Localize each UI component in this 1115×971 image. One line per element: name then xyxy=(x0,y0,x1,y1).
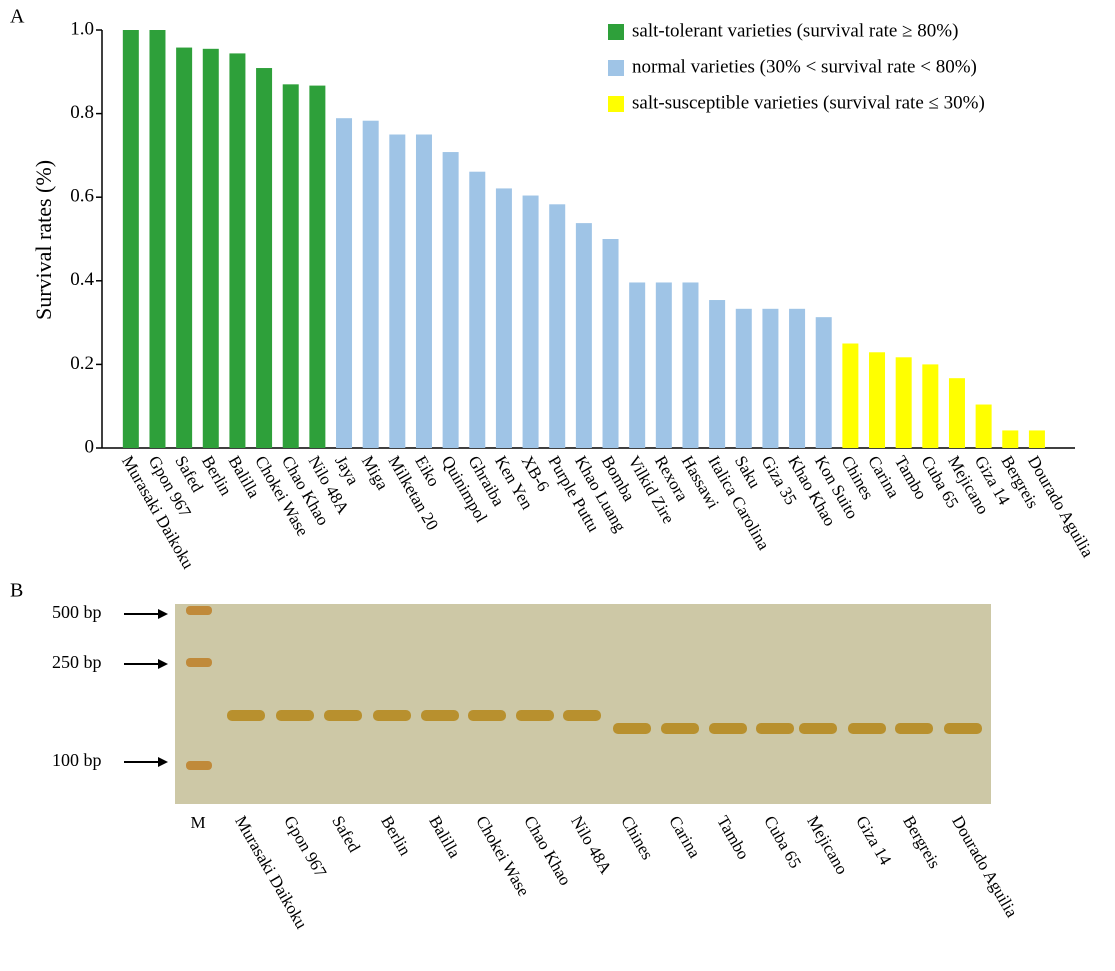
lane-label: Tambo xyxy=(713,812,753,862)
band xyxy=(799,723,837,734)
bar xyxy=(922,364,938,448)
lane-label: Nilo 48A xyxy=(567,812,616,877)
bar xyxy=(123,30,139,448)
ladder-band xyxy=(186,606,212,615)
bar xyxy=(363,121,379,448)
band xyxy=(613,723,651,734)
band xyxy=(756,723,794,734)
y-tick-label: 0.8 xyxy=(70,102,94,123)
panel-label: A xyxy=(10,6,25,28)
bar xyxy=(149,30,165,448)
figure: A B Survival rates (%) 0 0.2 0.4 0.6 0.8 1.0 M… xyxy=(0,0,1115,971)
bar xyxy=(203,49,219,448)
y-tick-label: 1.0 xyxy=(70,18,94,39)
lane-label: Gpon 967 xyxy=(280,812,330,880)
bar xyxy=(789,309,805,448)
panel-label: B xyxy=(10,580,23,602)
band xyxy=(276,710,314,721)
bar xyxy=(523,196,539,448)
y-tick-label: 0.2 xyxy=(70,353,94,374)
bar xyxy=(389,135,405,449)
x-tick-label: Miga xyxy=(358,452,393,493)
band xyxy=(848,723,886,734)
lane-label: Bergreis xyxy=(899,812,944,871)
band xyxy=(227,710,265,721)
bar xyxy=(176,48,192,448)
bar xyxy=(549,204,565,448)
lane-label: Mejicano xyxy=(803,812,852,877)
marker-label: 100 bp xyxy=(52,750,102,770)
lane-label: Chao Khao xyxy=(520,812,575,888)
lane-label: Dourado Aguilia xyxy=(948,812,1022,920)
bar xyxy=(309,86,325,448)
band xyxy=(895,723,933,734)
arrow-head xyxy=(158,609,168,619)
band xyxy=(563,710,601,721)
bar xyxy=(603,239,619,448)
y-tick-label: 0 xyxy=(85,436,95,457)
y-axis-label: Survival rates (%) xyxy=(31,160,56,320)
marker-label: 250 bp xyxy=(52,652,102,672)
arrow-head xyxy=(158,659,168,669)
band xyxy=(373,710,411,721)
band xyxy=(944,723,982,734)
bar xyxy=(762,309,778,448)
legend-label: salt-susceptible varieties (survival rat… xyxy=(632,92,985,113)
legend-swatch xyxy=(608,96,624,112)
legend-label: salt-tolerant varieties (survival rate ≥… xyxy=(632,20,958,41)
band xyxy=(468,710,506,721)
bar xyxy=(443,152,459,448)
band xyxy=(661,723,699,734)
lane-label: Balilla xyxy=(425,812,464,861)
bar xyxy=(229,53,245,448)
band xyxy=(516,710,554,721)
bar xyxy=(416,135,432,449)
lane-label: Safed xyxy=(328,812,364,855)
lane-label: Carina xyxy=(665,812,704,861)
bar xyxy=(469,172,485,448)
x-tick-label: Dourado Aguilia xyxy=(1024,452,1098,560)
bar xyxy=(283,84,299,448)
band xyxy=(709,723,747,734)
bar xyxy=(709,300,725,448)
gel xyxy=(175,604,991,804)
y-tick-label: 0.6 xyxy=(70,186,94,207)
bar xyxy=(1029,430,1045,448)
y-tick-label: 0.4 xyxy=(70,269,94,290)
bar xyxy=(629,282,645,448)
bar xyxy=(256,68,272,448)
band xyxy=(421,710,459,721)
band xyxy=(324,710,362,721)
lane-label: Chines xyxy=(617,812,657,862)
marker-label: 500 bp xyxy=(52,602,102,622)
bar xyxy=(976,405,992,448)
bar xyxy=(896,357,912,448)
bar xyxy=(1002,430,1018,448)
bar xyxy=(949,378,965,448)
bar xyxy=(496,188,512,448)
bar xyxy=(869,352,885,448)
arrow-head xyxy=(158,757,168,767)
bar xyxy=(656,282,672,448)
legend-swatch xyxy=(608,60,624,76)
ladder-band xyxy=(186,761,212,770)
legend-swatch xyxy=(608,24,624,40)
lane-label: Cuba 65 xyxy=(760,812,805,871)
bar xyxy=(736,309,752,448)
bar xyxy=(816,317,832,448)
bar xyxy=(842,344,858,449)
bar xyxy=(336,118,352,448)
lane-label: M xyxy=(190,813,205,832)
ladder-band xyxy=(186,658,212,667)
lane-label: Berlin xyxy=(377,812,415,859)
bar xyxy=(576,223,592,448)
bar xyxy=(682,282,698,448)
legend-label: normal varieties (30% < survival rate < … xyxy=(632,56,977,77)
lane-label: Giza 14 xyxy=(852,812,895,868)
